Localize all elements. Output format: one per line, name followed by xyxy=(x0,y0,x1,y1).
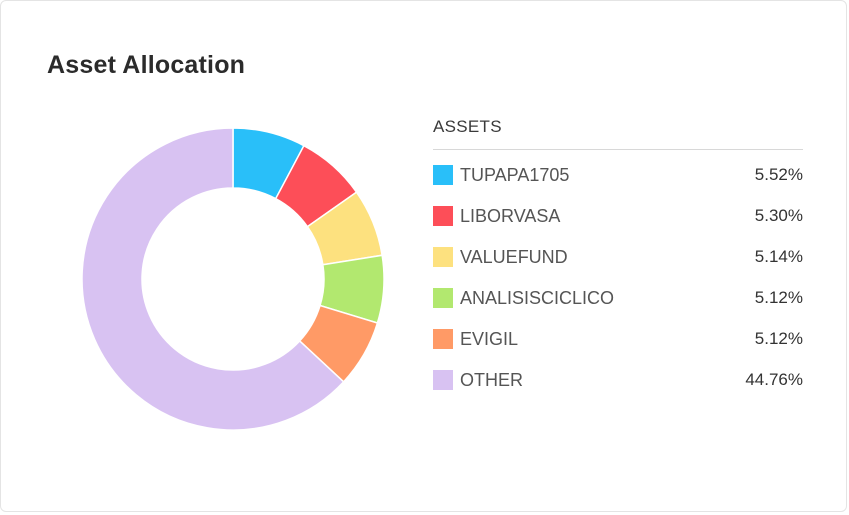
legend: ASSETS TUPAPA1705 5.52% LIBORVASA 5.30% VALU… xyxy=(433,117,803,411)
legend-value: 5.12% xyxy=(754,288,803,307)
legend-value: 5.12% xyxy=(754,329,803,348)
legend-header: ASSETS xyxy=(433,117,803,150)
legend-item[interactable]: TUPAPA1705 5.52% xyxy=(433,165,803,206)
legend-item[interactable]: EVIGIL 5.12% xyxy=(433,329,803,370)
legend-label: VALUEFUND xyxy=(460,247,568,267)
page-title: Asset Allocation xyxy=(47,51,246,79)
legend-value: 44.76% xyxy=(745,370,803,389)
legend-swatch xyxy=(433,329,453,349)
legend-label: TUPAPA1705 xyxy=(460,165,570,185)
legend-item[interactable]: ANALISISCICLICO 5.12% xyxy=(433,288,803,329)
legend-swatch xyxy=(433,288,453,308)
legend-label: LIBORVASA xyxy=(460,206,561,226)
legend-label: ANALISISCICLICO xyxy=(460,288,615,308)
legend-label: EVIGIL xyxy=(460,329,519,349)
legend-value: 5.14% xyxy=(754,247,803,266)
legend-swatch xyxy=(433,165,453,185)
legend-list: TUPAPA1705 5.52% LIBORVASA 5.30% VALUEFUND 5.… xyxy=(433,165,803,411)
legend-value: 5.30% xyxy=(754,206,803,225)
legend-label: OTHER xyxy=(460,370,523,390)
pie-slice-other[interactable] xyxy=(81,127,345,431)
legend-swatch xyxy=(433,370,453,390)
legend-swatch xyxy=(433,206,453,226)
legend-item[interactable]: VALUEFUND 5.14% xyxy=(433,247,803,288)
legend-item[interactable]: LIBORVASA 5.30% xyxy=(433,206,803,247)
legend-item[interactable]: OTHER 44.76% xyxy=(433,370,803,411)
legend-swatch xyxy=(433,247,453,267)
legend-value: 5.52% xyxy=(754,165,803,184)
